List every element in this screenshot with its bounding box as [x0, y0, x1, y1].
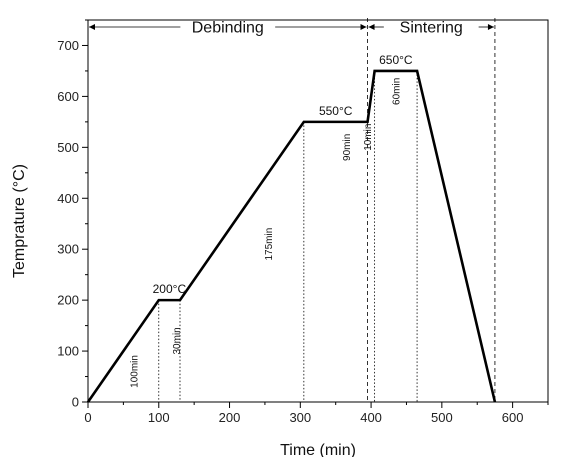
temperature-profile-line: [86, 69, 497, 403]
axes: [87, 19, 549, 403]
y-tick-label: 0: [72, 395, 79, 410]
y-tick-label: 400: [57, 191, 79, 206]
y-tick-label: 500: [57, 140, 79, 155]
stage-arrow-head: [368, 24, 375, 30]
annotation-labels: 200°C 550°C 650°C 100min 30min 175min 90min 10m…: [130, 53, 413, 388]
y-tick-label: 700: [57, 38, 79, 53]
x-axis-title: Time (min): [280, 442, 356, 457]
plot-frame: [87, 19, 549, 403]
x-tick-label: 500: [431, 410, 453, 425]
y-tick-label: 600: [57, 89, 79, 104]
guide-lines: [158, 18, 496, 402]
x-ticks: 0 100 200 300 400 500 600: [84, 402, 549, 425]
temperature-label: 650°C: [379, 53, 413, 67]
x-tick-label: 300: [289, 410, 311, 425]
duration-label: 10min: [363, 124, 374, 151]
y-ticks: 0 100 200 300 400 500 600 700: [57, 19, 88, 410]
temperature-label: 200°C: [153, 282, 187, 296]
x-tick-label: 100: [148, 410, 170, 425]
temperature-label: 550°C: [319, 104, 353, 118]
stage-label: Sintering: [400, 20, 463, 37]
y-tick-label: 100: [57, 344, 79, 359]
stage-arrow-head: [89, 24, 95, 30]
x-tick-label: 400: [360, 410, 382, 425]
x-tick-label: 200: [219, 410, 241, 425]
stage-arrow-head: [360, 24, 367, 30]
stage-arrow-head: [487, 24, 494, 30]
y-tick-label: 200: [57, 293, 79, 308]
x-tick-label: 600: [502, 410, 524, 425]
series-group: [86, 69, 497, 403]
stage-annotations: Debinding Sintering: [89, 20, 494, 37]
duration-label: 60min: [391, 78, 402, 105]
duration-label: 100min: [130, 355, 141, 388]
stage-label: Debinding: [192, 20, 264, 37]
duration-label: 90min: [342, 134, 353, 161]
y-axis-title: Temprature (°C): [11, 164, 28, 278]
duration-label: 30min: [172, 327, 183, 354]
y-tick-label: 300: [57, 242, 79, 257]
duration-label: 175min: [264, 228, 275, 261]
x-tick-label: 0: [84, 410, 91, 425]
